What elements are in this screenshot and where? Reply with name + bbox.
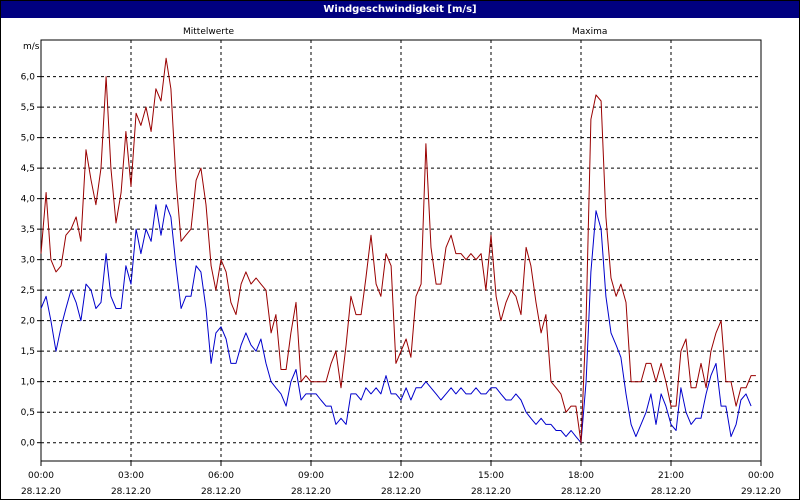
y-axis: 0,0 0,5 1,0 1,5 2,0 2,5 3,0 3,5 4,0 4,5 5,0 5,5 6,0: [21, 73, 41, 449]
x-tick-time-label: 00:00: [748, 471, 774, 481]
x-tick-time-label: 18:00: [568, 471, 594, 481]
y-tick-label: 4,5: [21, 164, 35, 174]
x-tick-date-label: 28.12.20: [561, 487, 601, 497]
chart-title: Windgeschwindigkeit [m/s]: [1, 1, 799, 18]
x-tick-date-label: 28.12.20: [471, 487, 511, 497]
x-tick-time-label: 03:00: [118, 471, 144, 481]
x-tick-time-label: 06:00: [208, 471, 234, 481]
x-tick-time-label: 09:00: [298, 471, 324, 481]
series-line-maxima: [40, 57, 756, 444]
y-tick-label: 3,0: [21, 256, 36, 266]
x-tick-date-label: 29.12.20: [741, 487, 781, 497]
x-axis: 00:00 28.12.20 03:00 28.12.20 06:00 28.12.20 0…: [21, 461, 781, 497]
x-tick-date-label: 28.12.20: [291, 487, 331, 497]
x-tick-time-label: 00:00: [28, 471, 54, 481]
y-tick-label: 0,5: [21, 408, 35, 418]
legend-mittelwerte: Mittelwerte: [183, 27, 234, 37]
y-tick-label: 1,5: [21, 347, 35, 357]
y-tick-label: 2,5: [21, 286, 35, 296]
x-tick-date-label: 28.12.20: [201, 487, 241, 497]
x-tick-date-label: 28.12.20: [111, 487, 151, 497]
y-tick-label: 2,0: [21, 317, 36, 327]
x-tick-time-label: 12:00: [388, 471, 414, 481]
x-tick-date-label: 28.12.20: [21, 487, 61, 497]
legend-maxima: Maxima: [572, 27, 607, 37]
y-tick-label: 3,5: [21, 225, 35, 235]
x-tick-time-label: 21:00: [658, 471, 684, 481]
x-tick-date-label: 28.12.20: [381, 487, 421, 497]
y-tick-label: 5,0: [21, 134, 36, 144]
y-tick-label: 4,0: [21, 195, 36, 205]
series-lines: [40, 57, 756, 444]
y-tick-label: 1,0: [21, 378, 36, 388]
x-tick-time-label: 15:00: [478, 471, 504, 481]
y-tick-label: 0,0: [21, 439, 36, 449]
y-tick-label: 5,5: [21, 103, 35, 113]
grid-lines: [41, 40, 761, 461]
y-tick-label: 6,0: [21, 73, 36, 83]
x-tick-date-label: 28.12.20: [651, 487, 691, 497]
series-line-mittelwerte: [40, 204, 752, 444]
y-axis-unit-label: m/s: [23, 42, 40, 52]
